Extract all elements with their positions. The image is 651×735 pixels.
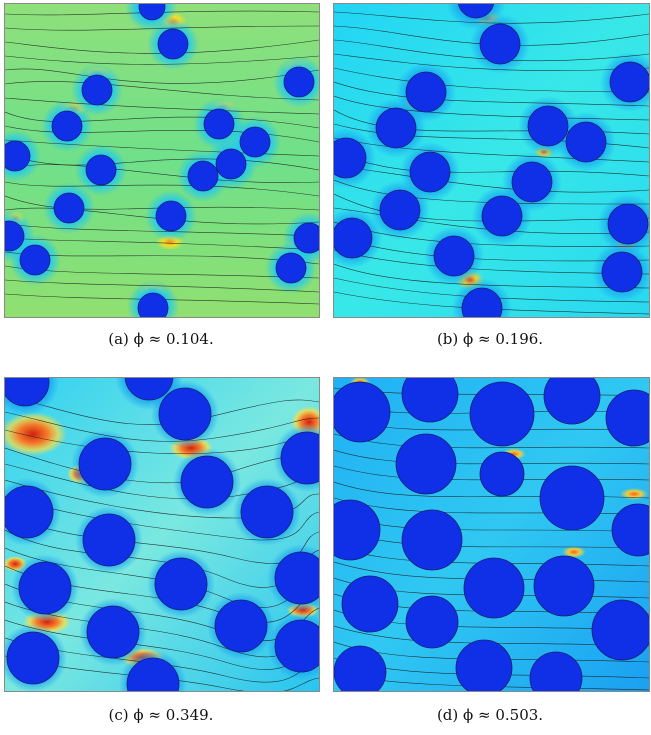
particle [511,161,553,203]
caption-d: (d) ϕ ≈ 0.503. [436,706,544,724]
particle [379,189,421,231]
particle [5,220,25,252]
particle [341,575,399,633]
panel-b-figure [334,4,649,317]
particle [18,561,72,615]
particle [78,437,132,491]
particle [19,244,51,276]
particle [283,66,315,98]
particle [479,23,521,65]
particle [5,378,50,407]
particle [81,74,113,106]
particle [334,645,387,691]
particles-b [334,4,649,317]
particle [86,605,140,659]
particle [529,651,583,691]
particle [158,387,212,441]
particle [607,203,649,245]
panel-c [4,377,320,692]
particle [138,4,166,21]
particle [334,381,391,443]
particle [240,485,294,539]
particle [155,200,187,232]
particle [481,195,523,237]
particle [375,107,417,149]
particle [455,639,513,691]
particle [565,121,607,163]
particle [274,551,319,605]
particle [405,595,459,649]
panel-d [333,377,650,692]
panel-a [4,3,320,318]
caption-a: (a) ϕ ≈ 0.104. [108,330,214,348]
particle [395,433,457,495]
particle [527,105,569,147]
particle [5,485,54,539]
particle [543,378,601,425]
particle [51,110,83,142]
panel-c-figure [5,378,319,691]
particle [157,28,189,60]
particle [82,513,136,567]
particle [401,378,459,423]
particle [605,389,649,447]
particle [334,499,381,561]
particle [214,599,268,653]
particle [533,555,595,617]
particle [280,431,319,485]
particle [463,557,525,619]
particle [591,599,649,661]
particle [611,503,649,557]
particle [5,140,31,172]
caption-b: (b) ϕ ≈ 0.196. [436,330,544,348]
particle [469,381,535,447]
particle [409,151,451,193]
particle [124,378,174,401]
particle [458,4,494,19]
particle [275,252,307,284]
particle [609,61,649,103]
particle [239,126,271,158]
particle [137,292,169,317]
particle [479,451,525,497]
particle [215,148,247,180]
particle [180,455,234,509]
particle [405,71,447,113]
panel-d-figure [334,378,649,691]
particle [274,619,319,673]
particle [53,192,85,224]
particle [334,137,367,179]
particle [433,235,475,277]
particle [401,509,463,571]
particle [461,287,503,317]
particle [126,657,180,691]
panel-a-figure [5,4,319,317]
streamlines-a [5,10,319,305]
particle [601,251,643,293]
particle [203,108,235,140]
particle [85,154,117,186]
particles-a [5,4,319,317]
particle [187,160,219,192]
panel-b [333,3,650,318]
particle [293,222,319,254]
particles-d [334,378,649,691]
particle [539,465,605,531]
particle [6,631,60,685]
particle [334,217,373,259]
particles-c [5,378,319,691]
particle [154,557,208,611]
caption-c: (c) ϕ ≈ 0.349. [108,706,214,724]
